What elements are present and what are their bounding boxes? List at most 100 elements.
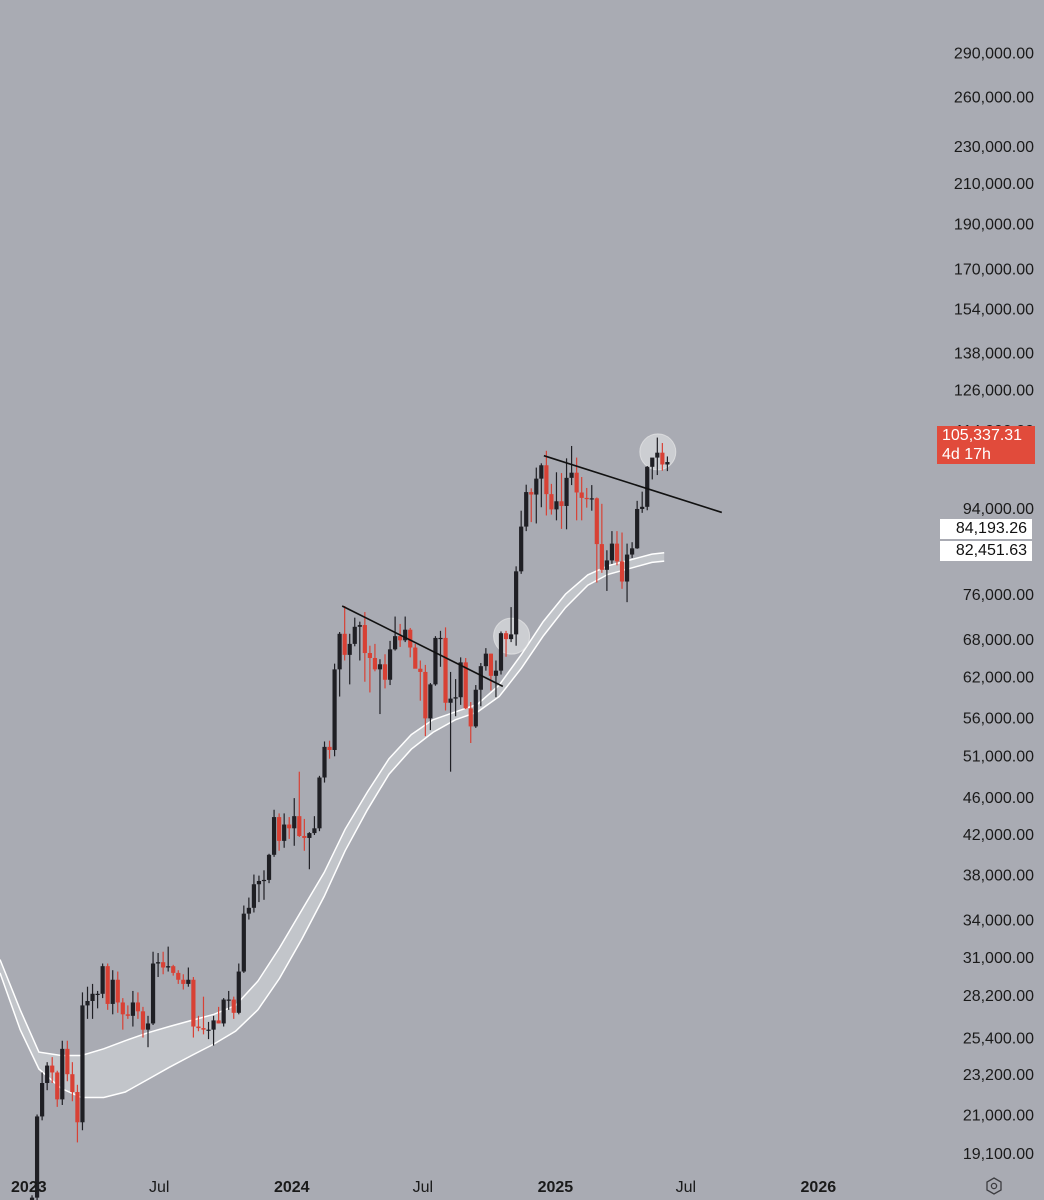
candle-body (176, 972, 181, 980)
time-tick-label: Jul (413, 1179, 433, 1196)
candle-body (609, 543, 615, 561)
candle-up (564, 458, 569, 530)
candle-down (574, 457, 579, 521)
candle-body (282, 824, 287, 841)
candle-body (302, 835, 307, 838)
candle-down (302, 818, 307, 851)
candle-body (216, 1020, 221, 1024)
candle-up (45, 1062, 50, 1091)
candle-body (241, 913, 246, 972)
candle-up (95, 990, 100, 1009)
candle-body (271, 817, 277, 855)
trendline (341, 605, 504, 688)
candle-body (498, 633, 504, 671)
candle-body (665, 462, 670, 465)
candle-up (312, 816, 317, 836)
candle-body (589, 498, 594, 500)
candle-body (34, 1116, 40, 1198)
ma-upper-line (0, 551, 665, 1057)
candle-body (317, 777, 322, 829)
candle-body (196, 1026, 201, 1029)
candle-down (176, 970, 181, 984)
candle-up (292, 798, 297, 846)
candle-body (236, 971, 241, 1013)
candle-down (191, 976, 196, 1038)
candle-up (483, 648, 488, 671)
current-price-badge: 105,337.31 4d 17h (937, 426, 1035, 464)
candle-up (246, 897, 251, 920)
candle-up (655, 437, 660, 476)
candle-down (277, 813, 282, 851)
candle-down (171, 964, 176, 976)
candle-up (473, 685, 478, 728)
candle-up (377, 659, 383, 715)
candle-up (609, 531, 615, 564)
price-tick-label: 51,000.00 (963, 748, 1034, 765)
candle-up (145, 1015, 151, 1048)
candle-down (50, 1057, 55, 1084)
candle-up (635, 500, 640, 549)
candle-body (231, 999, 236, 1013)
candle-up (85, 986, 90, 1019)
candle-down (135, 992, 141, 1019)
candle-body (387, 649, 393, 680)
price-tick-label: 42,000.00 (963, 827, 1034, 844)
time-tick-label: 2023 (11, 1179, 47, 1196)
candle-body (100, 966, 105, 994)
price-tick-label: 56,000.00 (963, 711, 1034, 728)
candle-up (266, 853, 272, 884)
candle-body (372, 657, 378, 670)
trendline (543, 454, 723, 514)
candle-down (579, 477, 584, 521)
candle-down (529, 488, 534, 523)
candle-body (493, 670, 499, 676)
candle-body (428, 684, 433, 719)
candle-body (413, 647, 418, 669)
price-axis[interactable]: 290,000.00 260,000.00 230,000.00 210,000.00… (954, 45, 1034, 1163)
candle-up (60, 1040, 65, 1105)
candle-up (166, 946, 171, 972)
candle-body (519, 526, 524, 572)
candle-up (448, 671, 453, 772)
candle-up (539, 463, 544, 508)
price-tick-label: 62,000.00 (963, 669, 1034, 686)
time-tick-label: Jul (676, 1179, 696, 1196)
candle-up (317, 775, 322, 832)
candle-body (201, 1028, 206, 1030)
candle-body (579, 492, 584, 498)
candle-up (130, 990, 135, 1027)
candle-body (55, 1072, 60, 1100)
candle-body (110, 979, 115, 1004)
candle-body (448, 698, 453, 703)
candle-up (433, 636, 438, 686)
trendlines[interactable] (341, 454, 723, 688)
price-tick-label: 260,000.00 (954, 89, 1034, 106)
candle-down (120, 998, 125, 1030)
candles (29, 437, 670, 1200)
candle-body (150, 963, 156, 1024)
time-axis[interactable]: 2023 Jul 2024 Jul 2025 Jul 2026 (11, 1179, 836, 1196)
candle-body (221, 999, 226, 1024)
candle-up (428, 683, 433, 731)
price-tick-label: 68,000.00 (963, 632, 1034, 649)
candle-body (206, 1029, 211, 1031)
candle-down (55, 1070, 60, 1107)
candle-body (60, 1048, 65, 1100)
candle-body (246, 907, 251, 914)
candle-down (70, 1062, 75, 1102)
candle-body (443, 637, 448, 703)
settings-icon[interactable] (984, 1176, 1004, 1196)
candle-body (50, 1065, 55, 1073)
candle-body (70, 1074, 75, 1093)
time-tick-label: 2026 (801, 1179, 837, 1196)
candle-up (640, 491, 645, 513)
candle-body (307, 833, 312, 838)
candle-up (519, 510, 524, 574)
price-tick-label: 28,200.00 (963, 988, 1034, 1005)
candle-body (95, 993, 100, 995)
price-tick-label: 154,000.00 (954, 301, 1034, 318)
candle-down (196, 1015, 201, 1032)
candle-body (251, 884, 257, 908)
